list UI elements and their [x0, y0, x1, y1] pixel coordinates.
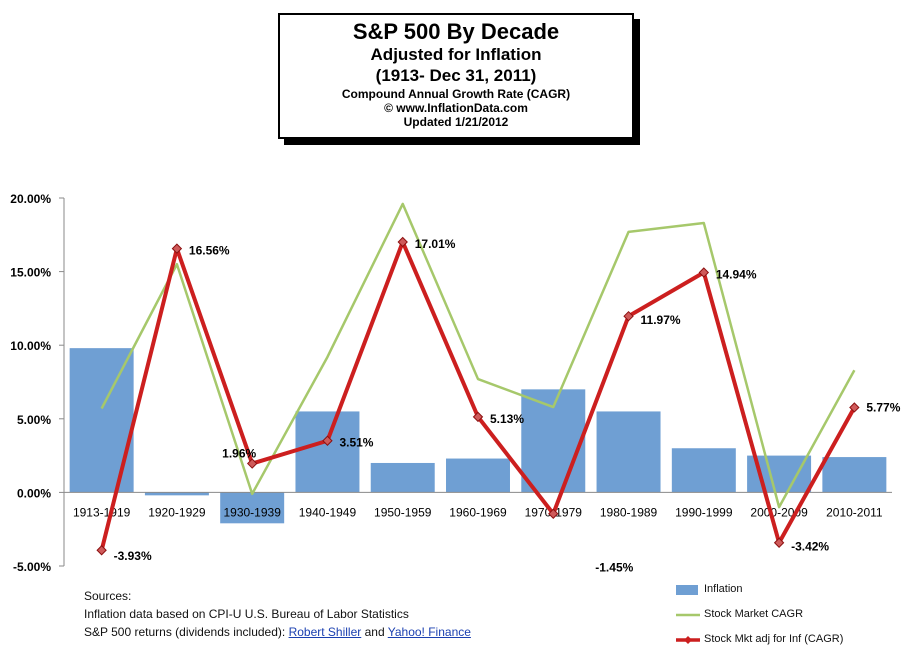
- x-tick-label: 1913-1919: [73, 505, 131, 519]
- y-tick-label: 10.00%: [10, 339, 51, 353]
- inflation-bar: [596, 411, 661, 493]
- sources-and: and: [361, 625, 388, 639]
- legend-item-stock-cagr: Stock Market CAGR: [676, 603, 843, 628]
- bars-layer: [69, 348, 887, 524]
- inflation-bar: [671, 448, 736, 493]
- adj-cagr-data-label: 17.01%: [415, 237, 456, 251]
- sources-sp500: S&P 500 returns (dividends included): Ro…: [84, 623, 471, 641]
- chart-title-box: S&P 500 By Decade Adjusted for Inflation…: [278, 13, 634, 139]
- legend-item-inflation: Inflation: [676, 578, 843, 603]
- x-tick-label: 1960-1969: [449, 505, 507, 519]
- legend-item-adj-cagr: Stock Mkt adj for Inf (CAGR): [676, 628, 843, 653]
- x-tick-label: 1920-1929: [148, 505, 206, 519]
- lines-layer: [96, 202, 860, 556]
- adj-cagr-point: [246, 458, 258, 469]
- sources-inflation: Inflation data based on CPI-U U.S. Burea…: [84, 607, 409, 621]
- x-tick-label: 2010-2011: [826, 505, 883, 519]
- chart-copyright: © www.InflationData.com: [384, 101, 528, 115]
- legend-label-inflation: Inflation: [704, 583, 743, 595]
- x-tick-label: 1950-1959: [374, 505, 432, 519]
- robert-shiller-link[interactable]: Robert Shiller: [288, 625, 362, 639]
- adj-cagr-point: [322, 435, 333, 446]
- inflation-bar: [69, 348, 134, 493]
- adj-cagr-data-label: 14.94%: [716, 267, 757, 281]
- chart-metric-note: Compound Annual Growth Rate (CAGR): [341, 87, 571, 101]
- sources-block: Sources: Inflation data based on CPI-U U…: [84, 587, 471, 641]
- inflation-bar: [220, 492, 285, 524]
- labels-layer: -3.93% 16.56% 1.96% 3.51% 17.01% 5.13% -1.45% 1…: [114, 237, 901, 575]
- adj-cagr-data-label: 1.96%: [222, 447, 256, 461]
- yahoo-finance-link[interactable]: Yahoo! Finance: [387, 625, 471, 639]
- chart-subtitle: Adjusted for Inflation: [370, 45, 542, 64]
- adj-cagr-point: [698, 267, 710, 278]
- adj-cagr-point: [773, 537, 785, 548]
- inflation-bar: [144, 492, 209, 496]
- adj-cagr-data-label: 16.56%: [189, 244, 230, 258]
- adj-cagr-point: [472, 411, 484, 423]
- adj-cagr-data-label: -3.42%: [791, 540, 829, 554]
- sources-sp500-prefix: S&P 500 returns (dividends included):: [84, 625, 289, 639]
- adj-cagr-data-label: -1.45%: [595, 561, 633, 575]
- legend: Inflation Stock Market CAGR Stock Mkt ad…: [676, 578, 843, 653]
- chart-title: S&P 500 By Decade: [352, 19, 560, 44]
- adj-cagr-point: [849, 402, 860, 413]
- x-tick-label: 1940-1949: [299, 505, 357, 519]
- adj-cagr-point: [397, 236, 408, 248]
- legend-label-stock-cagr: Stock Market CAGR: [704, 608, 804, 620]
- y-tick-label: -5.00%: [13, 560, 51, 574]
- y-tick-label: 15.00%: [10, 266, 51, 280]
- chart-date-range: (1913- Dec 31, 2011): [375, 66, 537, 85]
- x-tick-label: 1980-1989: [600, 505, 658, 519]
- adj-cagr-data-label: 11.97%: [641, 313, 681, 327]
- legend-swatch-inflation: [676, 585, 698, 595]
- adj-cagr-point: [96, 545, 107, 556]
- adj-cagr-point: [548, 508, 559, 519]
- adj-cagr-line: [99, 240, 857, 551]
- adj-cagr-point: [171, 243, 183, 254]
- legend-swatch-stock-cagr: [676, 613, 700, 617]
- sources-heading: Sources:: [84, 589, 132, 603]
- inflation-bar: [446, 458, 510, 493]
- chart-updated: Updated 1/21/2012: [403, 115, 509, 129]
- x-tick-label: 1990-1999: [675, 505, 733, 519]
- adj-cagr-data-label: 5.13%: [490, 412, 524, 426]
- axes-layer: -5.00% 0.00% 5.00% 10.00% 15.00% 20.00% 1913-1…: [10, 192, 892, 574]
- legend-label-adj-cagr: Stock Mkt adj for Inf (CAGR): [704, 633, 844, 645]
- adj-cagr-data-label: 5.77%: [866, 400, 900, 414]
- y-tick-label: 20.00%: [10, 192, 51, 206]
- y-tick-label: 0.00%: [17, 486, 51, 500]
- y-tick-label: 5.00%: [17, 413, 51, 427]
- legend-swatch-adj-cagr: [676, 636, 700, 644]
- adj-cagr-data-label: 3.51%: [339, 436, 373, 450]
- inflation-bar: [295, 411, 360, 493]
- x-tick-label: 1930-1939: [223, 505, 281, 519]
- adj-cagr-data-label: -3.93%: [114, 549, 152, 563]
- adj-cagr-point: [623, 310, 634, 322]
- inflation-bar: [822, 457, 887, 493]
- inflation-bar: [370, 462, 435, 493]
